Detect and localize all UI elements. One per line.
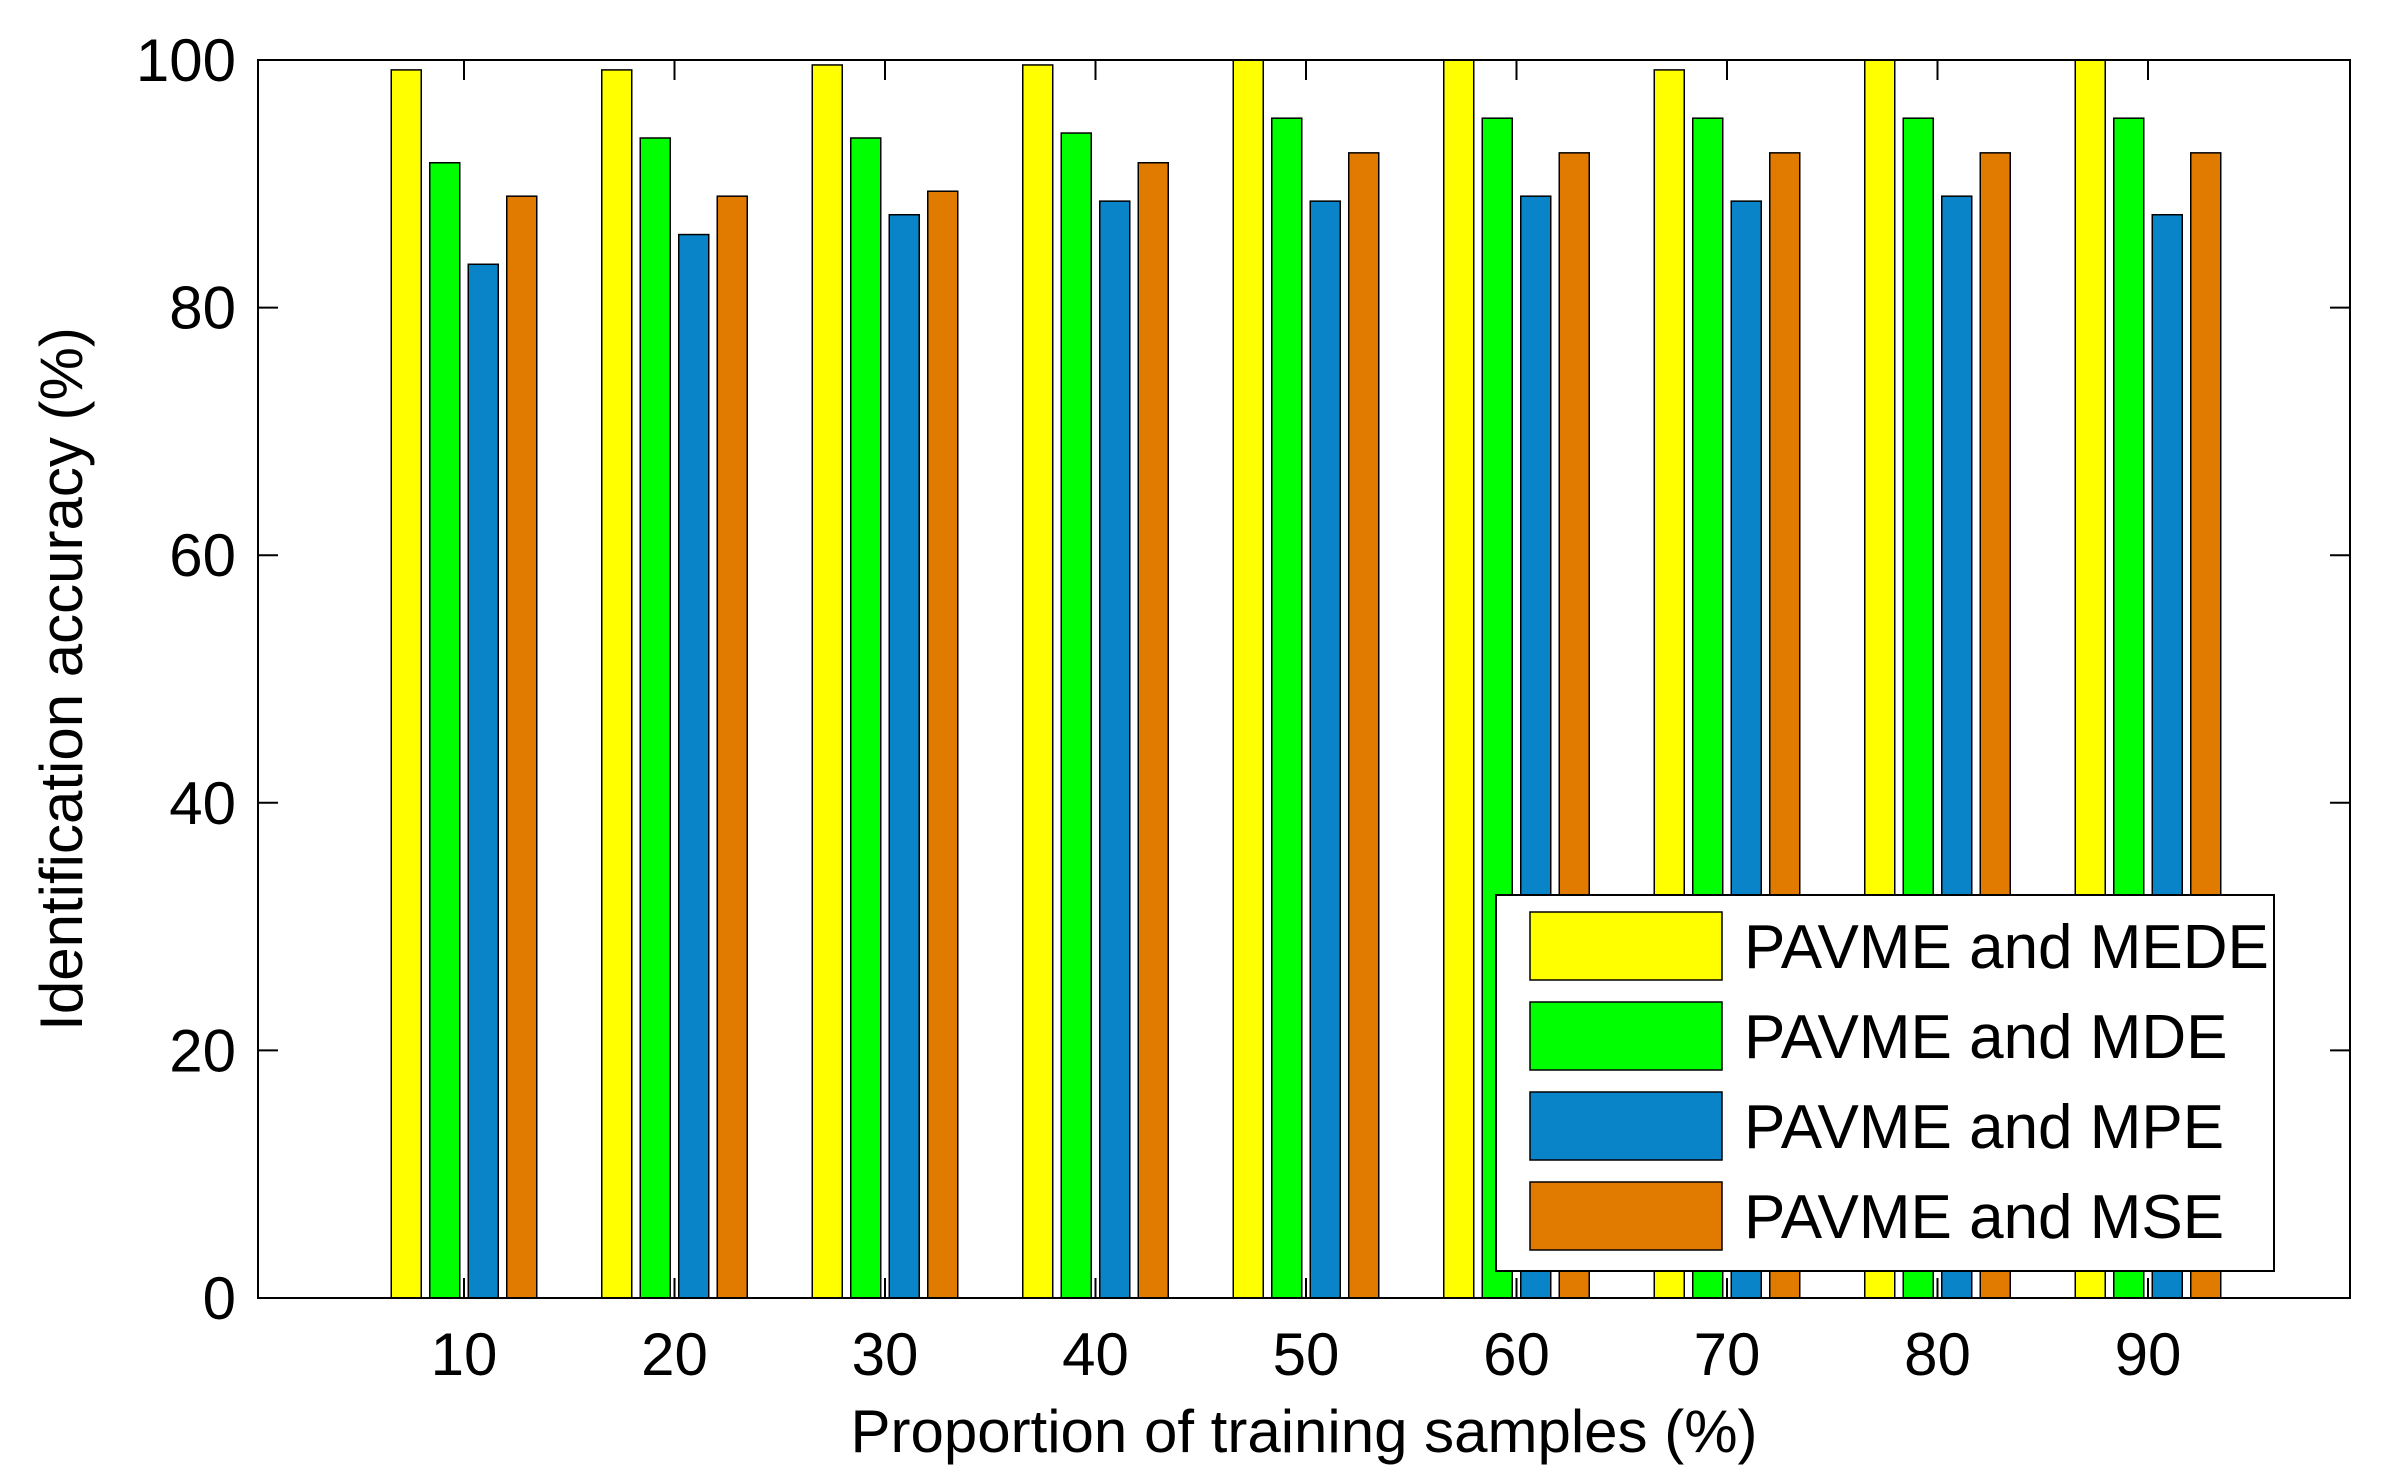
bar-pavme-and-mede-20 bbox=[601, 69, 633, 1299]
bar-pavme-and-mse-20 bbox=[716, 195, 748, 1299]
x-tick-label: 70 bbox=[1694, 1321, 1761, 1388]
y-tick-label: 40 bbox=[169, 770, 236, 837]
y-tick-label: 60 bbox=[169, 522, 236, 589]
legend-label-2: PAVME and MDE bbox=[1744, 1003, 2228, 1072]
legend-swatch-4 bbox=[1529, 1181, 1723, 1251]
y-axis-ticks: 0 20 40 60 80 100 bbox=[136, 27, 2350, 1332]
bar-pavme-and-mse-40 bbox=[1137, 162, 1169, 1299]
bar-pavme-and-mede-60 bbox=[1443, 59, 1475, 1299]
bar-pavme-and-mpe-30 bbox=[888, 214, 920, 1299]
bar-pavme-and-mede-10 bbox=[390, 69, 422, 1299]
legend-label-4: PAVME and MSE bbox=[1744, 1183, 2224, 1252]
x-axis-label: Proportion of training samples (%) bbox=[850, 1398, 1757, 1465]
x-axis-ticks: 10 20 30 40 50 60 70 80 90 bbox=[431, 60, 2182, 1388]
y-tick-label: 0 bbox=[203, 1265, 236, 1332]
x-tick-label: 30 bbox=[852, 1321, 919, 1388]
bar-pavme-and-mse-50 bbox=[1348, 152, 1380, 1299]
x-tick-label: 40 bbox=[1062, 1321, 1129, 1388]
bar-pavme-and-mpe-10 bbox=[467, 263, 499, 1299]
bar-pavme-and-mede-30 bbox=[811, 64, 843, 1299]
bar-pavme-and-mse-30 bbox=[927, 190, 959, 1299]
x-tick-label: 10 bbox=[431, 1321, 498, 1388]
legend-swatch-1 bbox=[1529, 911, 1723, 981]
bar-pavme-and-mde-50 bbox=[1271, 117, 1303, 1299]
bar-pavme-and-mde-30 bbox=[850, 137, 882, 1299]
legend-swatch-2 bbox=[1529, 1001, 1723, 1071]
legend-label-3: PAVME and MPE bbox=[1744, 1093, 2224, 1162]
bar-pavme-and-mse-10 bbox=[506, 195, 538, 1299]
plot-frame bbox=[257, 59, 2351, 1299]
y-axis-label: Identification accuracy (%) bbox=[28, 327, 95, 1031]
y-tick-label: 100 bbox=[136, 27, 236, 94]
legend-label-1: PAVME and MEDE bbox=[1744, 913, 2269, 982]
bar-pavme-and-mde-20 bbox=[639, 137, 671, 1299]
bar-pavme-and-mpe-20 bbox=[678, 233, 710, 1299]
bar-pavme-and-mede-40 bbox=[1022, 64, 1054, 1299]
bar-pavme-and-mpe-40 bbox=[1099, 200, 1131, 1299]
legend-swatch-3 bbox=[1529, 1091, 1723, 1161]
x-tick-label: 20 bbox=[641, 1321, 708, 1388]
x-tick-label: 90 bbox=[2115, 1321, 2182, 1388]
bar-pavme-and-mde-10 bbox=[429, 162, 461, 1299]
y-tick-label: 20 bbox=[169, 1017, 236, 1084]
bar-pavme-and-mpe-50 bbox=[1309, 200, 1341, 1299]
x-tick-label: 80 bbox=[1904, 1321, 1971, 1388]
bar-pavme-and-mde-40 bbox=[1060, 132, 1092, 1299]
bar-pavme-and-mede-50 bbox=[1232, 59, 1264, 1299]
x-tick-label: 50 bbox=[1273, 1321, 1340, 1388]
y-tick-label: 80 bbox=[169, 275, 236, 342]
legend: PAVME and MEDE PAVME and MDE PAVME and MPE… bbox=[1495, 894, 2275, 1272]
x-tick-label: 60 bbox=[1483, 1321, 1550, 1388]
